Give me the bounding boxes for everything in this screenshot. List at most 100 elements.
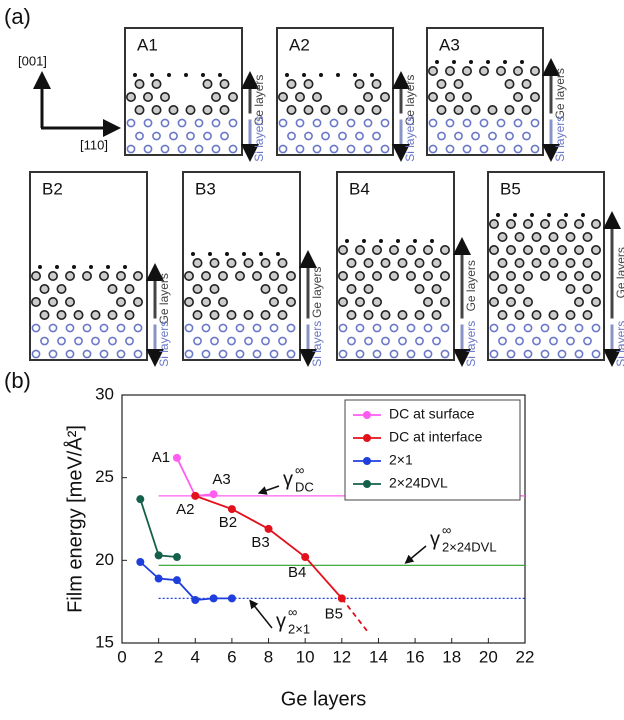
si-atom xyxy=(287,131,296,141)
si-atom xyxy=(489,349,499,359)
surface-atom xyxy=(581,213,585,217)
ge-atom xyxy=(99,270,110,281)
ge-atom xyxy=(260,283,271,294)
ge-atom xyxy=(573,270,584,281)
si-atom xyxy=(201,323,211,333)
ge-atom xyxy=(565,232,576,243)
structure-label: B5 xyxy=(500,179,521,198)
si-atom xyxy=(65,323,75,333)
ge-atom xyxy=(243,309,254,320)
ge-atom xyxy=(431,257,442,268)
ge-atom xyxy=(286,79,297,90)
ge-atom xyxy=(285,270,296,281)
si-atom xyxy=(540,349,550,359)
si-atom xyxy=(160,144,170,154)
x-tick-label: 18 xyxy=(442,647,461,666)
si-atom xyxy=(498,336,507,346)
ge-atom xyxy=(56,309,67,320)
si-atom xyxy=(186,131,195,141)
ge-layers-label: Ge layers xyxy=(403,75,417,126)
si-layers-label: Si layers xyxy=(157,321,171,367)
ge-atom xyxy=(134,79,145,90)
surface-atom xyxy=(133,73,137,77)
ge-atom xyxy=(260,309,271,320)
ge-atom xyxy=(226,309,237,320)
surface-atom xyxy=(469,60,473,64)
si-atom xyxy=(329,118,339,128)
ge-atom xyxy=(529,66,540,77)
si-atom xyxy=(228,144,238,154)
legend-marker xyxy=(363,457,371,465)
ge-atom xyxy=(380,309,391,320)
si-atom xyxy=(278,336,287,346)
si-atom xyxy=(235,323,245,333)
ge-layers-label: Ge layers xyxy=(157,273,171,324)
structure-label: B4 xyxy=(349,179,370,198)
ge-atom xyxy=(65,296,76,307)
surface-atom xyxy=(201,73,205,77)
data-point xyxy=(227,594,236,603)
si-atom xyxy=(428,118,438,128)
legend-marker xyxy=(363,434,371,442)
si-atom xyxy=(506,323,516,333)
surface-atom xyxy=(123,265,127,269)
ge-atom xyxy=(371,296,382,307)
ge-atom xyxy=(556,245,567,256)
si-atom xyxy=(428,144,438,154)
ge-atom xyxy=(134,105,145,116)
ge-atom xyxy=(405,270,416,281)
si-atom xyxy=(462,144,472,154)
ge-atom xyxy=(337,245,348,256)
surface-atom xyxy=(184,73,188,77)
si-atom xyxy=(82,323,92,333)
surface-atom xyxy=(430,239,434,243)
si-atom xyxy=(346,144,356,154)
si-atom xyxy=(82,349,92,359)
ge-atom xyxy=(116,270,127,281)
si-atom xyxy=(261,336,270,346)
surface-atom xyxy=(452,60,456,64)
ge-atom xyxy=(522,219,533,230)
surface-atom xyxy=(370,73,374,77)
si-atom xyxy=(363,144,373,154)
si-atom xyxy=(227,336,236,346)
si-atom xyxy=(235,349,245,359)
ge-atom xyxy=(107,283,118,294)
si-atom xyxy=(160,118,170,128)
series-line xyxy=(139,561,232,601)
ge-atom xyxy=(436,105,447,116)
si-atom xyxy=(523,349,533,359)
ge-atom xyxy=(124,309,135,320)
ge-atom xyxy=(320,105,331,116)
surface-atom xyxy=(413,239,417,243)
ge-atom xyxy=(201,270,212,281)
si-atom xyxy=(488,131,497,141)
ge-atom xyxy=(582,283,593,294)
ge-atom xyxy=(453,79,464,90)
si-atom xyxy=(295,144,305,154)
ge-atom xyxy=(337,105,348,116)
si-atom xyxy=(574,323,584,333)
data-point xyxy=(191,596,200,605)
panel-label: (a) xyxy=(4,4,31,29)
surface-atom xyxy=(486,60,490,64)
ge-atom xyxy=(565,309,576,320)
ge-atom xyxy=(363,309,374,320)
gamma-sub: DC xyxy=(295,479,314,494)
ge-atom xyxy=(444,92,455,103)
si-atom xyxy=(380,144,390,154)
si-atom xyxy=(566,336,575,346)
ge-atom xyxy=(497,283,508,294)
ge-atom xyxy=(209,257,220,268)
surface-atom xyxy=(106,265,110,269)
ge-atom xyxy=(512,66,523,77)
annotation-arrow xyxy=(249,599,273,629)
ge-atom xyxy=(277,92,288,103)
point-label: A1 xyxy=(152,449,170,466)
surface-atom xyxy=(89,265,93,269)
si-atom xyxy=(363,118,373,128)
si-atom xyxy=(108,336,117,346)
surface-atom xyxy=(38,265,42,269)
